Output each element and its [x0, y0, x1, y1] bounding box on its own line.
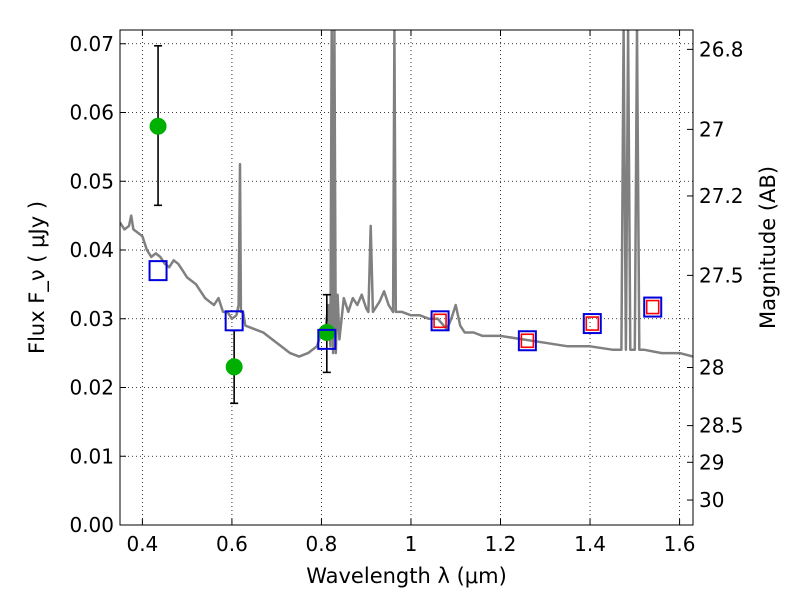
model-photometry-square [224, 310, 244, 332]
model-spectrum-line [120, 30, 693, 358]
y-tick-label: 0.07 [69, 32, 114, 56]
model-photometry-square [148, 260, 168, 282]
model-photometry-square [582, 313, 602, 335]
y-right-tick-label: 27.2 [699, 184, 744, 208]
x-tick-label: 0.4 [126, 532, 158, 556]
y-axis-label: Flux F_ν ( μJy ) [25, 201, 50, 354]
x-tick-label: 0.6 [216, 532, 248, 556]
y-right-tick-label: 28 [699, 356, 724, 380]
x-tick-label: 1.2 [485, 532, 517, 556]
model-photometry-inner-square [433, 313, 447, 329]
plot-frame [119, 29, 694, 526]
y-tick-label: 0.04 [69, 238, 114, 262]
grid-lines [120, 30, 693, 526]
model-photometry-square [430, 310, 450, 332]
model-photometry-square [317, 328, 337, 350]
y-tick-label: 0.06 [69, 101, 114, 125]
model-photometry-square [517, 330, 537, 352]
y-right-tick-label: 29 [699, 450, 724, 474]
model-photometry-inner-square [645, 299, 660, 315]
y-right-tick-label: 27 [699, 117, 724, 141]
model-photometry-inner-square [585, 316, 600, 331]
y-tick-label: 0.05 [69, 169, 114, 193]
y-tick-label: 0.00 [69, 513, 114, 537]
y-tick-label: 0.03 [69, 307, 114, 331]
x-tick-label: 1.6 [664, 532, 696, 556]
x-tick-label: 0.8 [306, 532, 338, 556]
x-tick-label: 1.4 [574, 532, 606, 556]
y-right-tick-label: 26.8 [699, 37, 744, 61]
y-right-tick-label: 27.5 [699, 263, 744, 287]
axis-ticks: 0.4 0.6 0.8 1 1.2 1.4 1.6 0.00 0.01 0.02 0.03 0.04 0… [69, 30, 744, 556]
y-tick-label: 0.02 [69, 376, 114, 400]
observed-flux-point [318, 324, 336, 341]
y-tick-label: 0.01 [69, 444, 114, 468]
x-axis-label: Wavelength λ (μm) [306, 564, 507, 588]
model-photometry-square [643, 296, 663, 318]
y-axis-right-label: Magnitude (AB) [756, 166, 780, 329]
observed-flux-point [225, 358, 243, 376]
plot-area [120, 30, 693, 405]
x-tick-label: 1 [405, 532, 418, 556]
y-right-tick-label: 30 [699, 488, 724, 512]
y-right-tick-label: 28.5 [699, 414, 744, 438]
model-photometry-inner-square [520, 333, 535, 349]
observed-flux-point [149, 117, 167, 135]
